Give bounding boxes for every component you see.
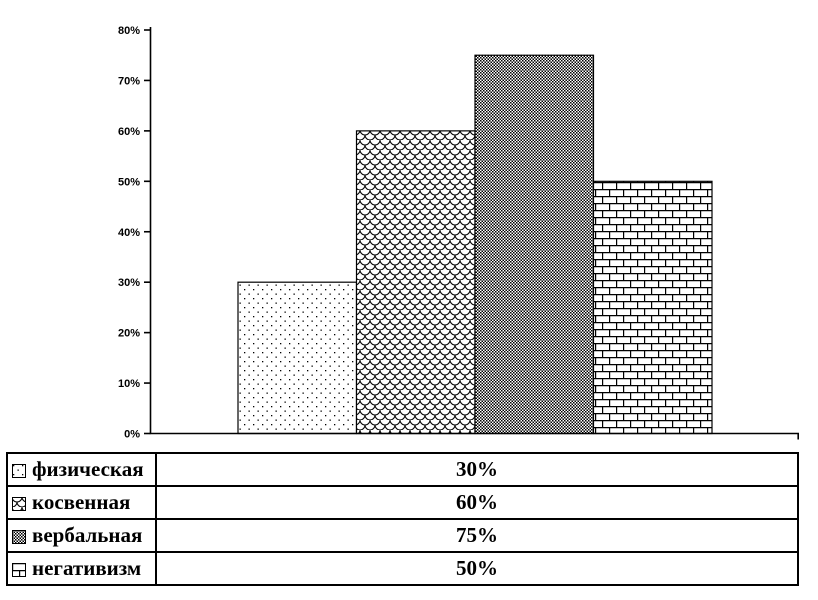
bar-fizicheskaya	[237, 281, 358, 435]
legend-value: 50%	[155, 551, 799, 586]
legend-label: физическая	[32, 457, 144, 481]
legend-table: физическая 30% косвенная 60% вербальная 75% не…	[6, 452, 799, 586]
legend-label-cell: негативизм	[6, 551, 157, 586]
legend-row: негативизм 50%	[6, 551, 799, 586]
bars-group	[237, 54, 713, 435]
y-axis-tick-label: 80%	[118, 25, 140, 37]
bar-negativizm	[592, 180, 713, 435]
legend-value: 60%	[155, 485, 799, 520]
fish-scale-swatch-icon	[12, 497, 26, 511]
y-axis-ticks-group: 0% 10% 20% 30% 40% 50% 60% 70% 80%	[118, 25, 151, 441]
brick-swatch-icon	[12, 563, 26, 577]
legend-row: физическая 30%	[6, 452, 799, 487]
legend-label-cell: физическая	[6, 452, 157, 487]
bar-kosvennaya	[355, 130, 476, 435]
bar-verbalnaya	[474, 54, 595, 435]
legend-label: косвенная	[32, 490, 131, 514]
legend-label-cell: косвенная	[6, 485, 157, 520]
dense-checker-swatch-icon	[12, 530, 26, 544]
legend-value: 75%	[155, 518, 799, 553]
legend-row: вербальная 75%	[6, 518, 799, 553]
y-axis-tick-label: 40%	[118, 227, 140, 239]
y-axis-tick-label: 0%	[124, 429, 140, 441]
y-axis-tick-label: 30%	[118, 277, 140, 289]
y-axis-tick-label: 50%	[118, 176, 140, 188]
bar-chart: 0% 10% 20% 30% 40% 50% 60% 70% 80%	[118, 25, 800, 441]
legend-value: 30%	[155, 452, 799, 487]
y-axis-tick-label: 60%	[118, 126, 140, 138]
legend-row: косвенная 60%	[6, 485, 799, 520]
y-axis-tick-label: 20%	[118, 328, 140, 340]
dots-swatch-icon	[12, 464, 26, 478]
y-axis-tick-label: 10%	[118, 378, 140, 390]
y-axis-tick-label: 70%	[118, 75, 140, 87]
legend-label: вербальная	[32, 523, 143, 547]
legend-label-cell: вербальная	[6, 518, 157, 553]
legend-label: негативизм	[32, 556, 142, 580]
